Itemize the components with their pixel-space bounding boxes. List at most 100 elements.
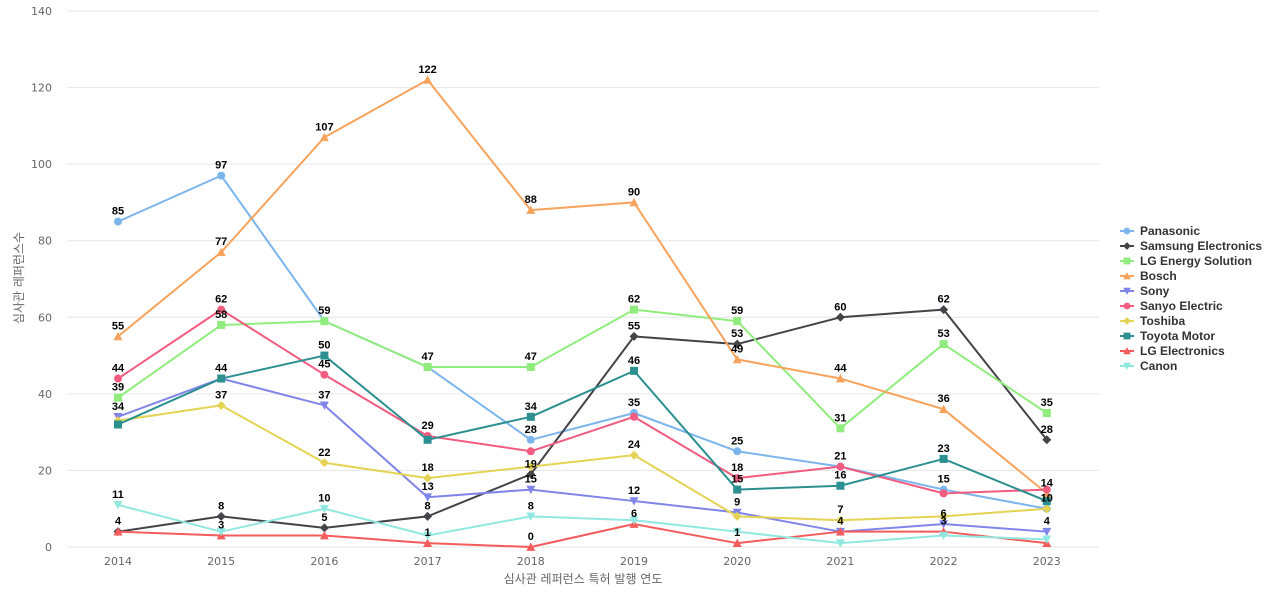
data-label-lg-energy-solution: 39 [112,382,124,394]
legend-item-toyota-motor: Toyota Motor [1120,329,1215,343]
data-label-canon: 10 [318,493,330,505]
data-label-toyota-motor: 50 [318,340,330,352]
series-line-bosch [117,78,1048,495]
y-tick-label: 60 [38,311,52,324]
point-lg-electronics-2018 [526,542,536,551]
data-label-sony: 9 [734,497,740,509]
data-label-bosch: 77 [215,236,227,248]
data-label-bosch: 55 [112,320,124,332]
data-label-panasonic: 85 [112,206,124,218]
y-tick-label: 20 [38,464,52,477]
legend-item-canon: Canon [1120,359,1177,373]
legend-label: Samsung Electronics [1140,239,1262,253]
data-label-lg-energy-solution: 31 [834,412,846,424]
x-tick-label: 2020 [723,555,751,568]
x-tick-label: 2019 [620,555,648,568]
data-label-sony: 12 [628,485,640,497]
data-label-bosch: 122 [418,64,436,76]
legend-label: Panasonic [1140,224,1200,238]
data-label-sanyo-electric: 45 [318,359,330,371]
legend-item-toshiba: Toshiba [1120,314,1185,328]
point-lg-energy-solution-2019 [630,305,638,314]
point-toshiba-2018 [526,462,536,472]
data-label-panasonic: 15 [937,474,949,486]
y-tick-label: 100 [31,158,52,171]
legend-item-bosch: Bosch [1120,269,1177,283]
data-label-sony: 4 [1044,516,1051,528]
data-label-samsung-electronics: 62 [937,294,949,306]
data-label-lg-electronics: 3 [941,516,947,528]
data-label-sanyo-electric: 21 [834,451,846,463]
data-label-sanyo-electric: 62 [215,294,227,306]
point-lg-energy-solution-2022 [939,340,948,349]
legend-item-sony: Sony [1120,284,1170,298]
point-lg-energy-solution-2016 [320,317,329,326]
point-panasonic-2018 [526,435,535,444]
point-toyota-motor-2016 [320,351,329,360]
point-canon-2018 [526,512,536,521]
x-tick-label: 2015 [207,555,235,568]
legend-label: Bosch [1140,269,1177,283]
data-label-toshiba: 22 [318,447,330,459]
data-label-toshiba: 37 [215,389,227,401]
point-lg-electronics-2014 [113,527,123,536]
series-line-sanyo-electric [117,308,1047,495]
point-panasonic-2015 [217,171,226,180]
data-label-samsung-electronics: 4 [115,516,122,528]
point-sanyo-electric-2018 [526,447,535,456]
y-tick-label: 140 [31,5,52,18]
point-bosch-2016 [319,132,329,142]
point-samsung-electronics-2023 [1042,435,1052,445]
point-sony-2022 [939,520,949,529]
data-label-sony: 37 [318,389,330,401]
series-line-samsung-electronics [117,308,1048,533]
point-toshiba-2020 [732,511,742,521]
point-canon-2023 [1042,535,1052,544]
legend-symbol-icon [1123,287,1131,295]
series-line-lg-electronics [117,523,1047,548]
point-toyota-motor-2021 [836,481,845,490]
point-bosch-2014 [113,331,123,341]
data-label-bosch: 88 [525,194,537,206]
data-label-sony: 15 [525,474,537,486]
point-sanyo-electric-2021 [836,462,845,471]
legend-label: Canon [1140,359,1177,373]
data-label-sony: 34 [112,401,125,413]
y-tick-label: 120 [31,82,52,95]
point-panasonic-2014 [114,217,122,226]
point-samsung-electronics-2019 [629,331,639,341]
data-label-samsung-electronics: 28 [1041,424,1053,436]
data-label-toshiba: 24 [628,439,641,451]
y-axis-title: 심사관 레퍼런스수 [12,232,26,324]
point-samsung-electronics-2020 [732,339,742,349]
point-sanyo-electric-2014 [114,374,122,383]
point-toshiba-2021 [835,515,845,525]
data-label-panasonic: 35 [628,397,640,409]
legend-symbol-icon [1123,242,1131,250]
data-label-sanyo-electric: 18 [731,462,743,474]
data-label-lg-energy-solution: 59 [318,305,330,317]
point-canon-2017 [423,531,433,541]
point-bosch-2018 [526,205,536,214]
data-label-panasonic: 25 [731,435,743,447]
legend-symbol-icon [1123,347,1131,355]
point-canon-2021 [835,539,845,548]
data-label-lg-energy-solution: 35 [1041,397,1053,409]
point-lg-energy-solution-2014 [114,393,122,402]
point-lg-electronics-2021 [835,527,845,536]
data-label-toyota-motor: 46 [628,355,640,367]
x-tick-label: 2018 [517,555,545,568]
point-bosch-2022 [939,404,949,413]
legend-label: Toshiba [1140,314,1185,328]
data-label-toshiba: 7 [837,504,843,516]
point-sony-2023 [1042,527,1052,537]
point-toyota-motor-2022 [939,454,948,463]
point-lg-energy-solution-2023 [1042,409,1051,417]
legend-symbol-icon [1123,302,1131,310]
point-toyota-motor-2014 [114,420,122,429]
point-toyota-motor-2020 [733,485,742,494]
data-label-bosch: 107 [315,121,333,133]
point-lg-electronics-2020 [732,538,742,547]
y-axis-ticks: 0 20 40 60 80 100 120 140 [31,5,52,554]
